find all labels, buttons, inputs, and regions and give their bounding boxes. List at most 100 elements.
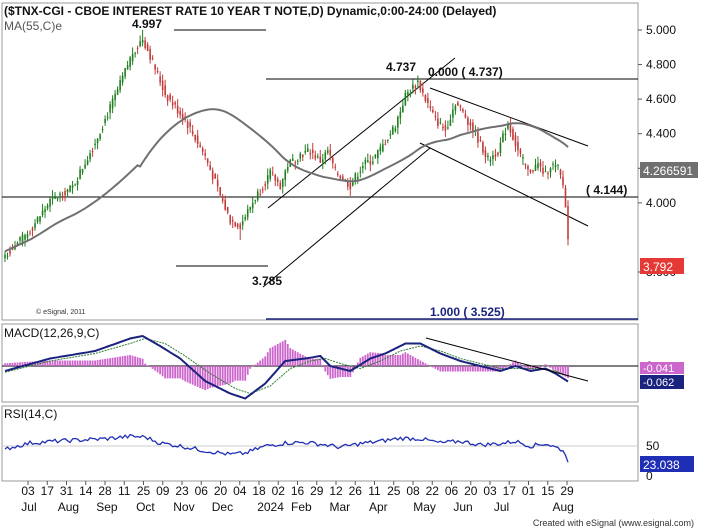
macd-hist-bar — [121, 356, 124, 366]
candle-body — [512, 128, 514, 141]
macd-hist-bar — [514, 360, 517, 366]
candle-body — [352, 182, 354, 186]
macd-hist-bar — [9, 362, 11, 366]
candle-body — [236, 223, 239, 228]
macd-hist-bar — [21, 362, 24, 366]
ma-value: 4.266591 — [643, 164, 693, 178]
macd-hist-bar — [106, 358, 109, 366]
candle-body — [414, 86, 417, 89]
macd-hist-bar — [256, 362, 259, 366]
macd-hist-bar — [454, 366, 457, 372]
candle-body — [86, 160, 89, 165]
candle-body — [61, 195, 64, 198]
candle-body — [484, 150, 487, 158]
x-tick-label: 22 — [426, 484, 440, 498]
candle-body — [206, 158, 209, 163]
candle-body — [36, 217, 39, 223]
macd-hist-bar — [14, 362, 16, 366]
candle-body — [301, 154, 304, 158]
candle-body — [567, 205, 569, 240]
macd-hist-bar — [394, 355, 397, 366]
price-tick-label: 4.000 — [646, 196, 676, 210]
macd-hist-bar — [171, 366, 174, 379]
candle-body — [529, 169, 532, 173]
macd-hist-bar — [66, 360, 69, 366]
candle-body — [419, 80, 422, 91]
candle-body — [432, 109, 434, 113]
candle-body — [76, 180, 79, 185]
candle-body — [547, 172, 549, 175]
candle-body — [159, 76, 161, 83]
candle-body — [151, 57, 154, 59]
candle-body — [156, 71, 159, 73]
candle-body — [304, 150, 307, 153]
candle-body — [552, 163, 554, 165]
x-tick-label: 31 — [60, 484, 74, 498]
macd-hist-bar — [339, 366, 342, 377]
macd-hist-bar — [244, 366, 247, 381]
candle-body — [111, 98, 114, 109]
downtrend-upper — [429, 87, 589, 147]
candle-body — [329, 149, 332, 156]
candle-body — [499, 142, 502, 153]
candle-body — [291, 158, 294, 161]
macd-hist-bar — [16, 362, 19, 366]
candle-body — [437, 118, 439, 126]
candle-body — [154, 64, 156, 70]
candle-body — [276, 179, 279, 182]
candle-body — [394, 128, 397, 131]
macd-hist-bar — [331, 366, 334, 379]
macd-hist-bar — [146, 365, 149, 367]
macd-hist-bar — [414, 357, 417, 366]
candle-body — [281, 178, 284, 187]
candle-body — [316, 156, 319, 158]
candle-body — [96, 138, 99, 144]
x-tick-label: 16 — [291, 484, 305, 498]
candle-body — [404, 92, 407, 106]
macd-hist-bar — [261, 358, 264, 366]
candle-body — [34, 223, 36, 229]
x-month-label: Sep — [96, 500, 118, 514]
candle-body — [231, 219, 234, 222]
candle-body — [274, 174, 277, 181]
macd-hist-bar — [291, 349, 294, 366]
macd-hist-bar — [41, 360, 44, 366]
macd-hist-bar — [361, 356, 364, 366]
candle-body — [116, 89, 119, 95]
candle-body — [344, 179, 347, 181]
macd-hist-bar — [76, 360, 79, 366]
candle-body — [126, 65, 129, 69]
candle-body — [409, 93, 412, 95]
candle-body — [249, 207, 252, 210]
macd-hist-bar — [174, 366, 177, 379]
macd-hist-bar — [164, 366, 167, 379]
candle-body — [209, 165, 211, 170]
x-month-label: Jul — [494, 500, 509, 514]
candle-body — [452, 109, 454, 118]
candle-body — [417, 80, 419, 83]
macd-hist-bar — [249, 366, 252, 369]
candle-body — [319, 156, 322, 164]
macd-hist-bar — [534, 366, 537, 370]
macd-hist-bar — [502, 366, 504, 370]
x-tick-label: 25 — [137, 484, 151, 498]
candle-body — [226, 206, 229, 213]
candle-body — [311, 149, 314, 153]
candle-body — [519, 149, 522, 154]
candle-body — [336, 173, 339, 176]
macd-hist-bar — [69, 360, 71, 366]
macd-hist-bar — [552, 366, 554, 370]
candle-body — [397, 116, 399, 128]
candle-body — [64, 190, 66, 196]
annotations: 4.997 3.785 4.737 0.000 ( 4.737) 1.000 (… — [132, 17, 627, 319]
price-tick-label: 5.000 — [646, 23, 676, 37]
macd-panel — [1, 323, 639, 403]
price-tick-label: 4.600 — [646, 92, 676, 106]
macd-hist-bar — [446, 366, 449, 372]
macd-hist-bar — [124, 355, 127, 366]
candle-body — [171, 102, 174, 106]
macd-hist-bar — [186, 366, 189, 383]
x-tick-label: 06 — [445, 484, 459, 498]
candle-body — [402, 105, 404, 113]
candle-body — [39, 216, 41, 222]
